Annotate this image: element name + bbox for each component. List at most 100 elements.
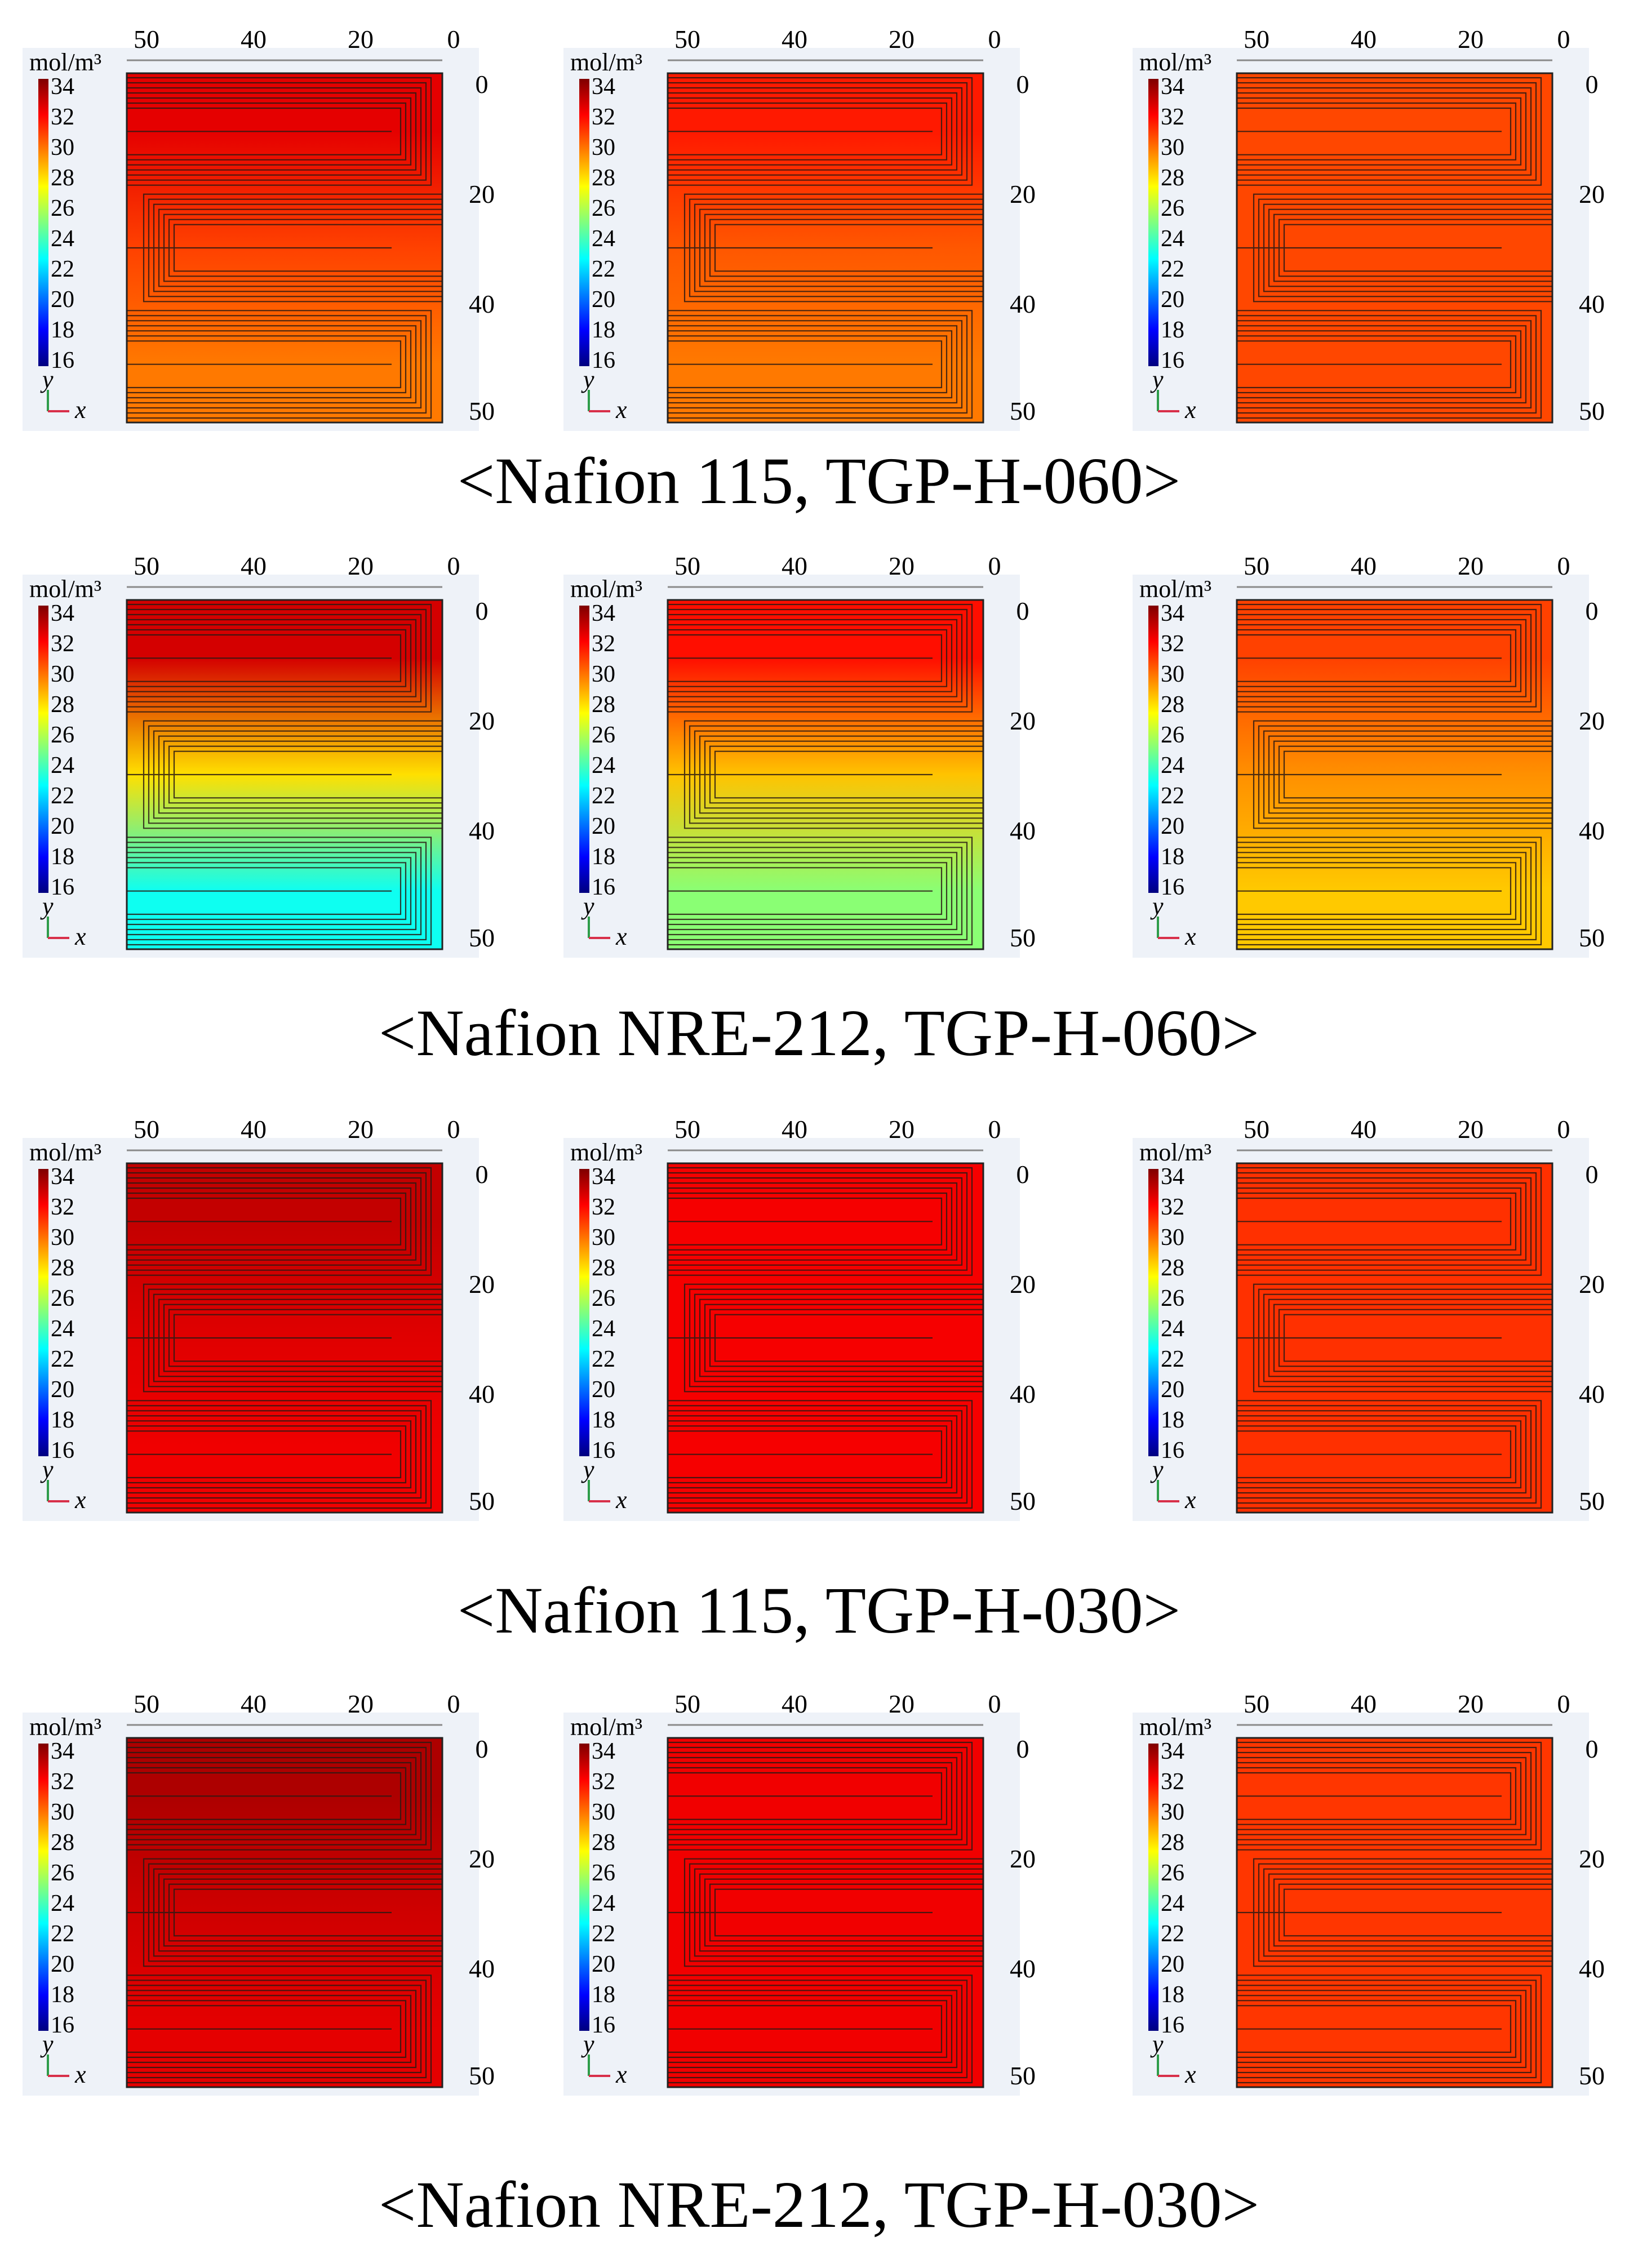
right-tick-label: 50 bbox=[1010, 397, 1036, 425]
unit-label: mol/m³ bbox=[1139, 1713, 1211, 1741]
x-axis-label: x bbox=[74, 396, 86, 424]
right-tick-label: 40 bbox=[1579, 290, 1605, 318]
top-tick-label: 40 bbox=[1351, 1689, 1377, 1718]
panel-nre212-h030-c: mol/m³ 50 40 20 00 20 40 50 34 32 30 28 26 24 22 20 18 16… bbox=[1133, 1689, 1605, 2096]
right-tick-label: 0 bbox=[476, 597, 489, 625]
y-axis-label: y bbox=[1150, 892, 1164, 920]
colorbar-tick-label: 18 bbox=[592, 1982, 615, 2008]
colorbar bbox=[38, 1744, 48, 2031]
row-caption-1: <Nafion 115, TGP-H-060> bbox=[0, 448, 1638, 514]
colorbar-tick-label: 16 bbox=[51, 874, 74, 900]
x-axis-label: x bbox=[615, 923, 627, 950]
y-axis-label: y bbox=[581, 2030, 594, 2058]
colorbar-tick-label: 34 bbox=[1161, 1164, 1184, 1190]
right-tick-label: 0 bbox=[1586, 1160, 1599, 1189]
unit-label: mol/m³ bbox=[29, 575, 101, 603]
right-tick-label: 40 bbox=[1010, 1380, 1036, 1408]
panel-n115-h030-a: mol/m³50 40 20 0020405034323028262422201816… bbox=[23, 1115, 495, 1521]
colorbar-tick-label: 26 bbox=[1161, 1860, 1184, 1886]
unit-label: mol/m³ bbox=[1139, 48, 1211, 76]
top-tick-label: 20 bbox=[889, 552, 915, 580]
colorbar-tick-label: 30 bbox=[51, 1799, 74, 1825]
unit-label: mol/m³ bbox=[1139, 575, 1211, 603]
right-tick-label: 50 bbox=[469, 397, 495, 425]
right-tick-label: 50 bbox=[1010, 1487, 1036, 1515]
top-tick-label: 0 bbox=[1557, 552, 1570, 580]
panel-nre212-h030-b: mol/m³50 40 20 0020405034323028262422201816… bbox=[563, 1689, 1036, 2096]
panel-nre212-h030-a: mol/m³ 50 40 20 00 20 40 50 34 32 30 28 26 24 22 20 18 16… bbox=[23, 1689, 495, 2096]
y-axis-label: y bbox=[581, 366, 594, 393]
colorbar-tick-label: 30 bbox=[1161, 661, 1184, 687]
top-tick-label: 0 bbox=[1557, 1689, 1570, 1718]
colorbar-tick-label: 16 bbox=[1161, 2012, 1184, 2038]
colorbar-tick-label: 26 bbox=[1161, 195, 1184, 221]
colorbar-tick-label: 34 bbox=[1161, 601, 1184, 626]
right-tick-label: 40 bbox=[1579, 1380, 1605, 1408]
right-tick-label: 20 bbox=[1010, 1844, 1036, 1873]
colorbar-tick-label: 16 bbox=[51, 2012, 74, 2038]
right-tick-label: 50 bbox=[1010, 923, 1036, 952]
colorbar-tick-label: 18 bbox=[1161, 1982, 1184, 2008]
top-tick-label: 0 bbox=[447, 552, 460, 580]
x-axis-label: x bbox=[1184, 1486, 1196, 1514]
top-tick-label: 40 bbox=[782, 25, 807, 54]
top-tick-label: 0 bbox=[447, 1689, 460, 1718]
colorbar-tick-label: 22 bbox=[51, 1921, 74, 1947]
x-axis-label: x bbox=[615, 396, 627, 424]
top-tick-label: 0 bbox=[447, 1115, 460, 1144]
colorbar-tick-label: 30 bbox=[1161, 1799, 1184, 1825]
colorbar bbox=[38, 606, 48, 893]
colorbar-tick-label: 18 bbox=[592, 317, 615, 343]
colorbar-tick-label: 26 bbox=[592, 195, 615, 221]
colorbar-tick-label: 22 bbox=[592, 783, 615, 809]
colorbar-tick-label: 18 bbox=[51, 1407, 74, 1433]
colorbar bbox=[1148, 1744, 1158, 2031]
right-tick-label: 0 bbox=[1016, 1735, 1029, 1763]
colorbar-tick-label: 24 bbox=[51, 226, 74, 252]
colorbar-tick-label: 28 bbox=[592, 1255, 615, 1281]
colorbar-tick-label: 30 bbox=[592, 661, 615, 687]
colorbar bbox=[579, 79, 589, 366]
colorbar-tick-label: 24 bbox=[1161, 753, 1184, 779]
top-tick-label: 40 bbox=[782, 552, 807, 580]
right-tick-label: 40 bbox=[469, 290, 495, 318]
right-tick-label: 0 bbox=[1586, 70, 1599, 99]
colorbar-tick-label: 32 bbox=[592, 1769, 615, 1795]
colorbar-tick-label: 18 bbox=[1161, 317, 1184, 343]
colorbar-tick-label: 28 bbox=[1161, 165, 1184, 191]
colorbar bbox=[1148, 79, 1158, 366]
top-tick-label: 50 bbox=[134, 1689, 159, 1718]
right-tick-label: 50 bbox=[1579, 923, 1605, 952]
colorbar bbox=[579, 1169, 589, 1456]
row-caption-3: <Nafion 115, TGP-H-030> bbox=[0, 1577, 1638, 1644]
colorbar-tick-label: 16 bbox=[592, 1438, 615, 1464]
unit-label: mol/m³ bbox=[570, 575, 642, 603]
colorbar-tick-label: 16 bbox=[51, 348, 74, 373]
unit-label: mol/m³ bbox=[29, 48, 101, 76]
colorbar-tick-label: 16 bbox=[592, 874, 615, 900]
colorbar-tick-label: 32 bbox=[592, 104, 615, 130]
colorbar-tick-label: 28 bbox=[51, 1830, 74, 1856]
right-tick-label: 20 bbox=[1010, 1270, 1036, 1298]
colorbar-tick-label: 26 bbox=[1161, 722, 1184, 748]
top-tick-label: 40 bbox=[1351, 1115, 1377, 1144]
colorbar-tick-label: 20 bbox=[1161, 1377, 1184, 1403]
colorbar-tick-label: 26 bbox=[592, 722, 615, 748]
top-tick-label: 40 bbox=[782, 1115, 807, 1144]
y-axis-label: y bbox=[581, 892, 594, 920]
right-tick-label: 50 bbox=[1579, 2061, 1605, 2090]
colorbar-tick-label: 20 bbox=[592, 1377, 615, 1403]
right-tick-label: 20 bbox=[469, 180, 495, 208]
right-tick-label: 20 bbox=[469, 1270, 495, 1298]
y-axis-label: y bbox=[40, 892, 54, 920]
colorbar-tick-label: 24 bbox=[1161, 1316, 1184, 1342]
concentration-panels: mol/m³50 40 20 0020405034323028262422201816… bbox=[0, 0, 1638, 2265]
colorbar-tick-label: 22 bbox=[51, 783, 74, 809]
y-axis-label: y bbox=[40, 1456, 54, 1483]
colorbar-tick-label: 28 bbox=[1161, 1255, 1184, 1281]
colorbar-tick-label: 24 bbox=[592, 1891, 615, 1916]
panel-nre212-h060-b: mol/m³50 40 20 0020405034323028262422201816… bbox=[563, 552, 1036, 958]
right-tick-label: 20 bbox=[1579, 1844, 1605, 1873]
top-tick-label: 20 bbox=[889, 1115, 915, 1144]
colorbar-tick-label: 32 bbox=[51, 1769, 74, 1795]
